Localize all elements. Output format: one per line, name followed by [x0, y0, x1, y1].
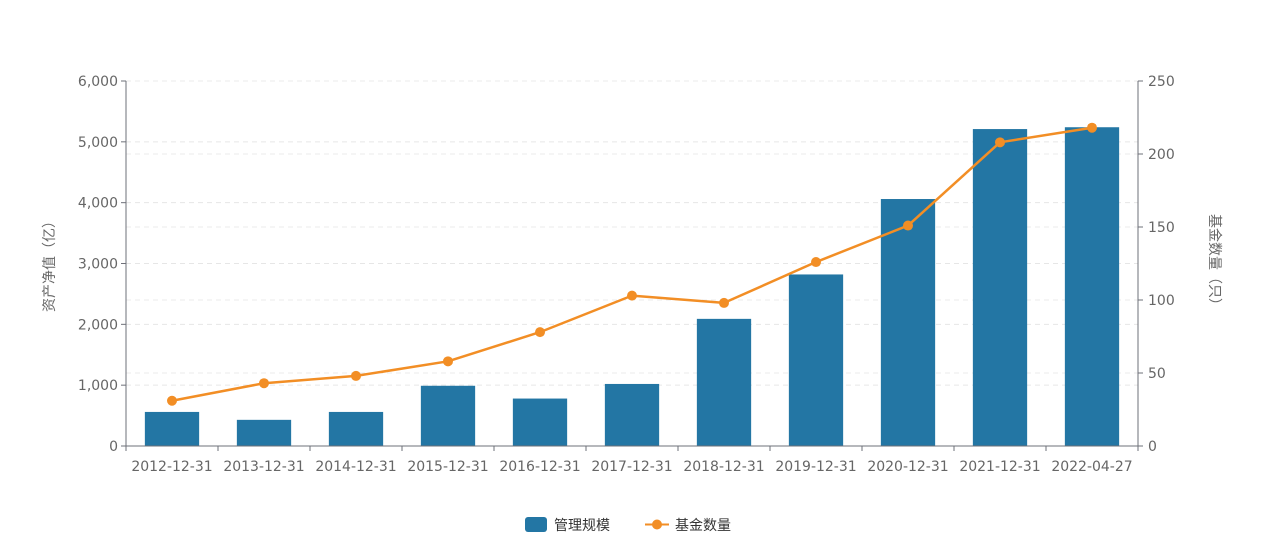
- line-point: [259, 378, 269, 389]
- line-series: [167, 122, 1097, 406]
- x-tick-label: 2014-12-31: [315, 459, 396, 475]
- line-point: [351, 370, 361, 381]
- x-tick-label: 2022-04-27: [1051, 459, 1132, 475]
- line-point: [903, 220, 913, 231]
- legend-bar-label: 管理规模: [554, 518, 610, 534]
- legend-line-marker: [652, 519, 662, 530]
- y-left-tick-label: 3,000: [78, 257, 118, 273]
- x-tick-label: 2019-12-31: [775, 459, 856, 475]
- bar: [788, 274, 844, 446]
- line-point: [443, 356, 453, 367]
- y-right-tick-label: 200: [1148, 147, 1175, 163]
- line-point: [719, 297, 729, 308]
- bar-series: [144, 127, 1120, 446]
- bar: [1064, 127, 1120, 446]
- y-right-tick-label: 250: [1148, 74, 1175, 90]
- axes: [121, 80, 1143, 451]
- bar: [696, 318, 752, 446]
- line-point: [627, 290, 637, 301]
- y-left-tick-label: 4,000: [78, 196, 118, 212]
- y-axis-left-title: 资产净值（亿）: [42, 214, 58, 312]
- legend-bar-swatch: [525, 517, 547, 532]
- x-tick-label: 2020-12-31: [867, 459, 948, 475]
- x-tick-label: 2018-12-31: [683, 459, 764, 475]
- y-left-tick-label: 2,000: [78, 317, 118, 333]
- legend[interactable]: 管理规模 基金数量: [525, 517, 731, 534]
- y-right-tick-label: 0: [1148, 439, 1157, 455]
- bar: [236, 419, 292, 446]
- axis-labels: 0 1,000 2,000 3,000 4,000 5,000 6,000 0 50 100 150…: [78, 74, 1175, 475]
- bar: [604, 383, 660, 446]
- series-line: [171, 126, 1093, 402]
- x-tick-label: 2015-12-31: [407, 459, 488, 475]
- legend-line-label: 基金数量: [675, 517, 731, 534]
- legend-item-line[interactable]: 基金数量: [645, 517, 731, 534]
- y-left-tick-label: 6,000: [78, 74, 118, 90]
- line-point: [167, 395, 177, 406]
- x-tick-label: 2013-12-31: [223, 459, 304, 475]
- y-left-tick-label: 0: [109, 439, 118, 455]
- line-point: [811, 257, 821, 268]
- y-left-tick-label: 1,000: [78, 378, 118, 394]
- y-left-tick-label: 5,000: [78, 135, 118, 151]
- x-tick-label: 2016-12-31: [499, 459, 580, 475]
- x-tick-label: 2017-12-31: [591, 459, 672, 475]
- legend-item-bar[interactable]: 管理规模: [525, 517, 610, 534]
- y-right-tick-label: 100: [1148, 293, 1175, 309]
- line-point: [535, 327, 545, 338]
- y-right-tick-label: 150: [1148, 220, 1175, 236]
- bar: [420, 385, 476, 446]
- y-axis-right-title: 基金数量（只）: [1206, 214, 1223, 312]
- bar: [972, 129, 1028, 446]
- bar: [328, 411, 384, 446]
- line-point: [1087, 122, 1097, 133]
- bar: [880, 199, 936, 446]
- bar: [512, 398, 568, 446]
- y-right-tick-label: 50: [1148, 366, 1166, 382]
- line-point: [995, 137, 1005, 148]
- x-tick-label: 2012-12-31: [131, 459, 212, 475]
- x-tick-label: 2021-12-31: [959, 459, 1040, 475]
- bar: [144, 411, 200, 446]
